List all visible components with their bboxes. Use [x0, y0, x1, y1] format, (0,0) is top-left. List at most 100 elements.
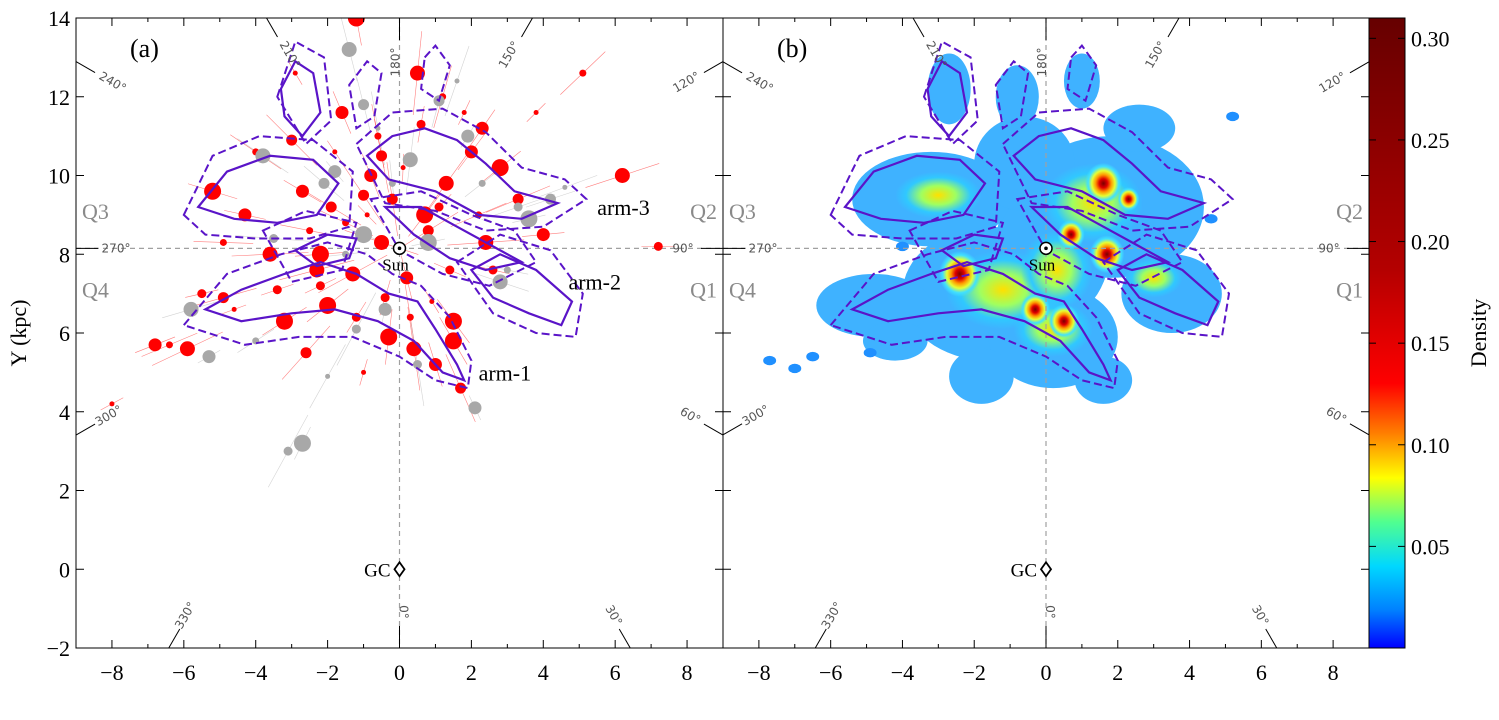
gc-marker: [1039, 560, 1053, 578]
quadrant-label: Q1: [1336, 278, 1363, 303]
quadrant-label: Q4: [82, 278, 109, 303]
data-point: [444, 332, 462, 350]
data-point: [345, 266, 361, 282]
y-tick-label: 6: [59, 321, 70, 346]
data-point: [380, 293, 390, 303]
contour-solid: [849, 260, 1113, 383]
data-point: [409, 65, 425, 81]
density-region: [788, 363, 802, 374]
data-point: [512, 193, 524, 205]
gc-label: GC: [364, 560, 390, 581]
x-axis: −8 −6 −4 −2 0 2 4 6 8: [75, 18, 724, 685]
data-point: [179, 341, 195, 357]
contour-solid: [1012, 127, 1208, 220]
quadrant-label: Q3: [729, 199, 756, 224]
data-point: [318, 177, 330, 189]
contour-dashed: [1066, 44, 1098, 103]
data-point: [231, 306, 237, 312]
data-point: [364, 212, 370, 218]
longitude-label: 330°: [818, 599, 845, 631]
sun-marker-dot: [1044, 246, 1048, 251]
contour-solid: [196, 154, 340, 224]
longitude-tick: [521, 17, 533, 38]
density-peak: [1117, 187, 1140, 212]
quadrant-label: Q3: [82, 199, 109, 224]
longitude-label: 150°: [496, 39, 523, 71]
x-tick-label: −4: [244, 660, 267, 685]
y-axis: [723, 17, 1369, 649]
data-point: [461, 110, 467, 115]
colorbar-tick-label: 0.05: [1411, 534, 1450, 559]
contour-solid: [843, 154, 987, 224]
x-tick-label: −2: [963, 660, 986, 685]
contours: [828, 40, 1235, 390]
density-region: [816, 273, 932, 337]
data-point: [325, 201, 337, 213]
sun-label: Sun: [1029, 255, 1056, 274]
sun-marker-dot: [397, 246, 402, 251]
y-axis-label: Y (kpc): [6, 300, 31, 367]
y-tick-label: 4: [59, 400, 70, 425]
data-point: [503, 266, 511, 274]
longitude-label: 150°: [1142, 39, 1169, 71]
longitude-tick: [266, 17, 278, 38]
density-region: [949, 348, 1014, 404]
longitude-label: 0°: [397, 605, 411, 619]
data-point: [355, 226, 373, 244]
longitude-label: 300°: [740, 402, 772, 429]
longitude-tick: [168, 628, 181, 649]
x-tick-label: −6: [819, 660, 842, 685]
data-point: [478, 179, 486, 187]
longitude-tick: [1349, 423, 1370, 436]
x-tick-label: 4: [538, 660, 549, 685]
data-point: [374, 132, 382, 140]
data-point: [400, 165, 406, 171]
x-tick-label: 6: [1256, 660, 1267, 685]
data-point: [292, 70, 298, 76]
density-region: [763, 355, 777, 366]
x-tick-label: 2: [466, 660, 477, 685]
arm-labels: arm-1 arm-2 arm-3: [479, 195, 650, 385]
data-point: [461, 129, 475, 143]
longitude-tick: [75, 61, 96, 74]
colorbar-tick-label: 0.30: [1411, 26, 1450, 51]
longitude-tick: [722, 61, 743, 74]
data-point: [402, 152, 418, 168]
quadrant-label: Q4: [729, 278, 756, 303]
gc-label: GC: [1011, 560, 1037, 581]
contours: [182, 40, 589, 390]
data-point: [341, 42, 357, 57]
longitude-label: 120°: [670, 69, 702, 96]
data-point: [406, 313, 414, 321]
longitude-label: 90°: [1318, 241, 1339, 255]
contour-dashed: [1001, 107, 1235, 232]
contour-dashed: [420, 44, 451, 103]
density-peak: [1089, 235, 1125, 274]
density-region: [1020, 230, 1093, 310]
longitude-label: 270°: [102, 241, 131, 255]
contour-dashed: [369, 190, 538, 287]
x-tick-label: 6: [610, 660, 621, 685]
x-tick-label: 0: [1041, 660, 1052, 685]
quadrant-labels: Q1 Q2 Q3 Q4: [729, 199, 1363, 303]
panel-a: 0° 30°60°90°120°150°180°210°240°270°300°3…: [47, 6, 724, 685]
longitude-label: 30°: [602, 603, 625, 628]
x-tick-label: −8: [747, 660, 770, 685]
contour-solid: [1028, 205, 1172, 272]
contour-dashed: [355, 107, 589, 232]
data-point: [380, 328, 398, 346]
quadrant-label: Q2: [690, 199, 717, 224]
contour-dashed: [455, 233, 584, 338]
data-point: [491, 159, 509, 177]
longitude-tick: [722, 423, 743, 436]
contour-dashed: [348, 59, 383, 130]
density-region: [1063, 53, 1100, 109]
longitude-label: 180°: [1035, 48, 1049, 77]
y-tick-label: −2: [47, 636, 70, 661]
data-point: [238, 208, 252, 222]
contour-solid: [469, 253, 574, 327]
data-point: [202, 350, 216, 364]
data-point: [342, 250, 350, 258]
y-tick-label: 14: [48, 6, 70, 31]
longitude-label: 90°: [672, 241, 693, 255]
